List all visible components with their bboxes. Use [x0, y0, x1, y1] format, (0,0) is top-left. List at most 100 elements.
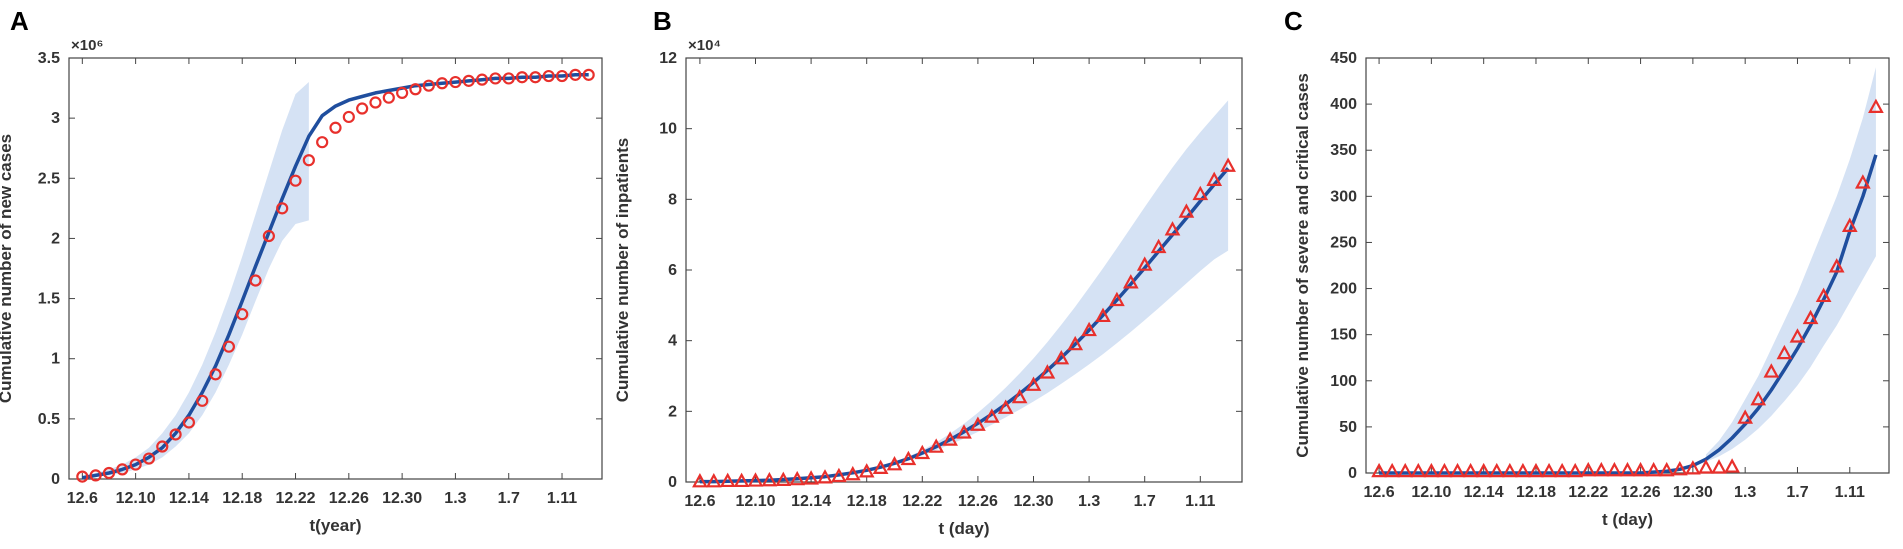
x-tick-label: 1.11 — [547, 490, 577, 507]
fit-line — [81, 73, 589, 480]
data-point — [1462, 462, 1479, 478]
confidence-band — [866, 100, 1229, 472]
data-point — [209, 368, 222, 381]
data-point — [803, 470, 819, 485]
data-point — [844, 465, 861, 481]
data-point — [569, 68, 582, 81]
data-point — [489, 72, 502, 85]
y-multiplier: ×10⁶ — [71, 37, 103, 54]
data-point — [236, 308, 249, 321]
data-point — [169, 428, 182, 441]
data-point — [1067, 335, 1084, 351]
data-point — [1011, 388, 1028, 404]
data-point — [116, 463, 129, 476]
x-tick-label: 1.7 — [1786, 484, 1808, 501]
y-tick-label: 250 — [1330, 234, 1357, 251]
data-point — [89, 469, 102, 482]
data-point — [249, 274, 262, 287]
data-point — [502, 72, 515, 85]
data-point — [1776, 344, 1793, 360]
data-point — [1554, 462, 1570, 478]
data-point — [529, 71, 542, 84]
data-point — [1658, 461, 1675, 477]
data-point — [914, 444, 931, 460]
data-point — [475, 73, 489, 86]
x-tick-label: 12.6 — [67, 490, 98, 507]
data-point — [436, 77, 449, 90]
data-point — [1671, 461, 1688, 476]
data-point — [1449, 462, 1466, 478]
data-point — [1488, 462, 1505, 478]
data-point — [1095, 307, 1111, 323]
data-point — [316, 136, 329, 149]
y-tick-label: 2.5 — [38, 170, 60, 187]
data-point — [462, 74, 475, 87]
data-point — [1109, 291, 1125, 307]
data-point — [356, 102, 369, 115]
data-point — [515, 71, 529, 84]
y-tick-label: 3.5 — [38, 50, 60, 67]
y-tick-label: 3 — [51, 110, 60, 127]
x-tick-label: 12.22 — [276, 490, 316, 507]
data-point — [872, 459, 889, 474]
panel-letter: C — [1284, 6, 1303, 36]
x-tick-label: 12.6 — [1364, 484, 1395, 501]
data-point — [396, 86, 409, 99]
data-point — [1192, 185, 1209, 201]
data-point — [1841, 217, 1858, 232]
data-point — [1593, 461, 1610, 477]
data-point — [582, 68, 595, 81]
x-tick-label: 12.6 — [684, 493, 715, 510]
x-tick-label: 12.10 — [116, 490, 156, 507]
data-point — [1053, 350, 1070, 365]
data-point — [1854, 174, 1871, 189]
data-point — [142, 452, 156, 465]
data-point — [276, 202, 289, 215]
data-point — [1698, 459, 1714, 474]
data-point — [1220, 157, 1236, 172]
y-tick-label: 300 — [1330, 188, 1357, 205]
data-point — [1436, 462, 1453, 478]
x-tick-label: 1.11 — [1185, 493, 1215, 510]
panel-letter: B — [653, 6, 672, 36]
x-tick-label: 12.22 — [1568, 484, 1608, 501]
x-tick-label: 1.7 — [498, 490, 520, 507]
data-point — [789, 470, 806, 486]
x-tick-label: 12.18 — [847, 493, 887, 510]
y-tick-label: 0 — [668, 474, 677, 491]
y-tick-label: 0.5 — [38, 411, 60, 428]
data-point — [733, 472, 750, 488]
data-point — [1039, 364, 1056, 379]
y-axis-label: Cumulative number of inpatients — [613, 138, 632, 402]
x-axis-label: t(year) — [310, 516, 362, 535]
data-point — [182, 416, 196, 429]
confidence-band — [82, 82, 309, 480]
y-tick-label: 2 — [51, 230, 60, 247]
data-point — [1724, 458, 1740, 473]
data-point — [329, 121, 342, 134]
data-point — [1136, 256, 1153, 271]
panel-letter: A — [10, 6, 29, 36]
data-point — [900, 450, 917, 466]
y-tick-label: 0 — [1348, 465, 1357, 482]
data-point — [983, 408, 1000, 423]
data-point — [1206, 171, 1223, 186]
data-point — [831, 467, 847, 483]
data-point — [719, 472, 736, 488]
data-point — [705, 472, 722, 488]
data-point — [1164, 221, 1181, 236]
data-point — [1501, 462, 1518, 478]
x-tick-label: 12.30 — [382, 490, 422, 507]
x-tick-label: 12.18 — [1516, 484, 1556, 501]
data-point — [1541, 462, 1557, 478]
data-point — [1528, 462, 1544, 478]
data-point — [1619, 461, 1636, 477]
data-point — [1580, 461, 1597, 477]
data-point — [761, 471, 778, 487]
x-tick-label: 12.14 — [169, 490, 209, 507]
data-point — [1475, 462, 1492, 478]
data-point — [1150, 238, 1167, 254]
x-axis-label: t (day) — [1602, 510, 1653, 529]
